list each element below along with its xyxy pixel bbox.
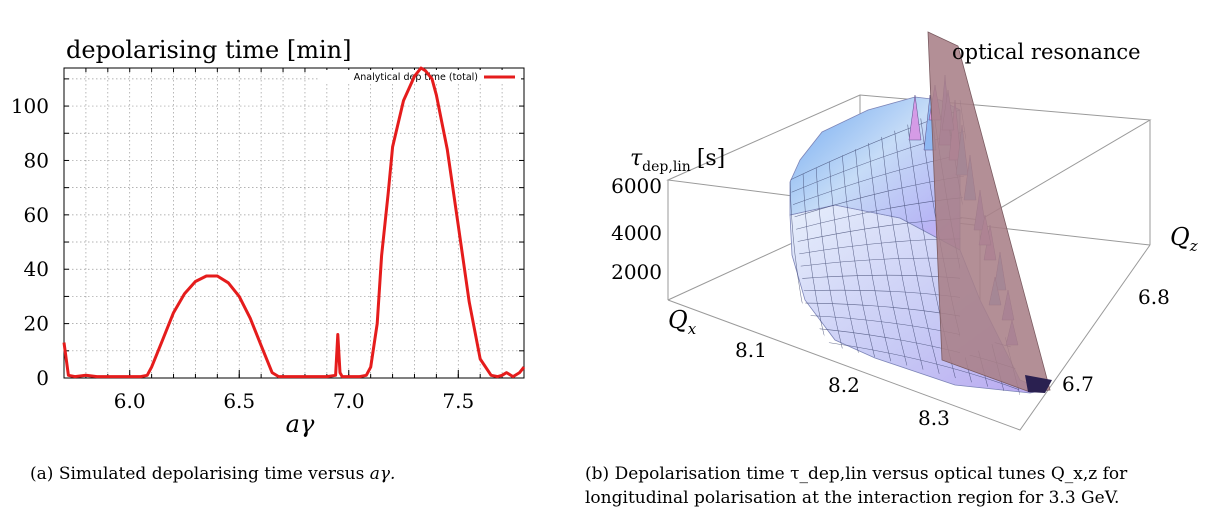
caption-a-text: Simulated depolarising time versus bbox=[58, 464, 365, 484]
chart-b-svg: optical resonance τdep,lin [s] 6000 4000 20… bbox=[611, 31, 1198, 431]
vertical-tick-label: 2000 bbox=[611, 260, 662, 284]
chart-a-plot-frame bbox=[63, 67, 525, 379]
mesh-line-v bbox=[802, 173, 827, 345]
surface-foreground-dark bbox=[1025, 375, 1052, 393]
caption-a-label: (a) bbox=[30, 464, 54, 484]
qx-tick-label: 8.1 bbox=[735, 338, 767, 362]
chart-a-svg: depolarising time [min] 6.0 6.5 7.0 7.5 0 20 4… bbox=[11, 36, 526, 438]
y-tick-label: 20 bbox=[24, 312, 49, 336]
qz-tick-label: 6.7 bbox=[1062, 372, 1094, 396]
mesh-line-v bbox=[894, 130, 940, 374]
y-tick-label: 0 bbox=[36, 366, 49, 390]
depolarising-time-chart: depolarising time [min] 6.0 6.5 7.0 7.5 0 20 4… bbox=[0, 0, 540, 530]
mesh-line-v bbox=[842, 155, 875, 357]
caption-a-var: aγ. bbox=[369, 464, 396, 484]
chart-a-grid bbox=[64, 68, 524, 378]
qz-ticks: 6.8 6.7 bbox=[1062, 285, 1170, 396]
mesh-line-v bbox=[868, 143, 908, 366]
x-tick-label: 6.5 bbox=[223, 389, 255, 413]
y-tick-label: 80 bbox=[24, 148, 49, 172]
chart-a-series bbox=[62, 66, 526, 379]
caption-b-text: Depolarisation time τ_dep,lin versus opt… bbox=[585, 464, 1128, 508]
vertical-tick-label: 4000 bbox=[611, 221, 662, 245]
caption-b: (b) Depolarisation time τ_dep,lin versus… bbox=[585, 462, 1215, 510]
mesh-line-v bbox=[828, 161, 859, 353]
y-tick-label: 100 bbox=[11, 94, 49, 118]
resonance-spike bbox=[908, 94, 922, 141]
y-tick-label: 40 bbox=[24, 257, 49, 281]
x-tick-label: 6.0 bbox=[114, 389, 146, 413]
caption-b-label: (b) bbox=[585, 464, 610, 484]
surface-3d-chart: optical resonance τdep,lin [s] 6000 4000 20… bbox=[560, 0, 1220, 530]
vertical-tick-label: 6000 bbox=[611, 174, 662, 198]
mesh-line-v bbox=[815, 167, 843, 349]
x-tick-label: 7.0 bbox=[333, 389, 365, 413]
mesh-line-v bbox=[881, 136, 924, 370]
x-tick-label: 7.5 bbox=[442, 389, 474, 413]
qz-tick-label: 6.8 bbox=[1138, 285, 1170, 309]
y-tick-label: 60 bbox=[24, 203, 49, 227]
qx-axis-label: Qx bbox=[668, 306, 697, 338]
chart-a-title: depolarising time [min] bbox=[66, 36, 351, 64]
optical-resonance-plane bbox=[927, 31, 1051, 393]
series-line bbox=[62, 66, 526, 379]
mesh-line-v bbox=[855, 149, 892, 362]
qx-ticks: 8.1 8.2 8.3 bbox=[735, 338, 950, 430]
resonance-annotation: optical resonance bbox=[952, 40, 1141, 64]
vertical-axis-label: τdep,lin [s] bbox=[630, 146, 725, 175]
chart-a-legend: Analytical dep time (total) bbox=[318, 70, 521, 84]
chart-a-xlabel: aγ bbox=[286, 410, 315, 438]
qx-tick-label: 8.3 bbox=[918, 406, 950, 430]
legend-background bbox=[318, 70, 521, 84]
caption-a: (a) Simulated depolarising time versus a… bbox=[30, 462, 530, 486]
vertical-ticks: 6000 4000 2000 bbox=[611, 174, 662, 284]
legend-label: Analytical dep time (total) bbox=[354, 72, 478, 83]
qx-tick-label: 8.2 bbox=[828, 373, 860, 397]
mesh-line-u bbox=[809, 339, 1020, 391]
chart-a-ticks: 6.0 6.5 7.0 7.5 0 20 40 60 80 100 bbox=[11, 68, 524, 413]
qz-axis-label: Qz bbox=[1170, 223, 1198, 255]
